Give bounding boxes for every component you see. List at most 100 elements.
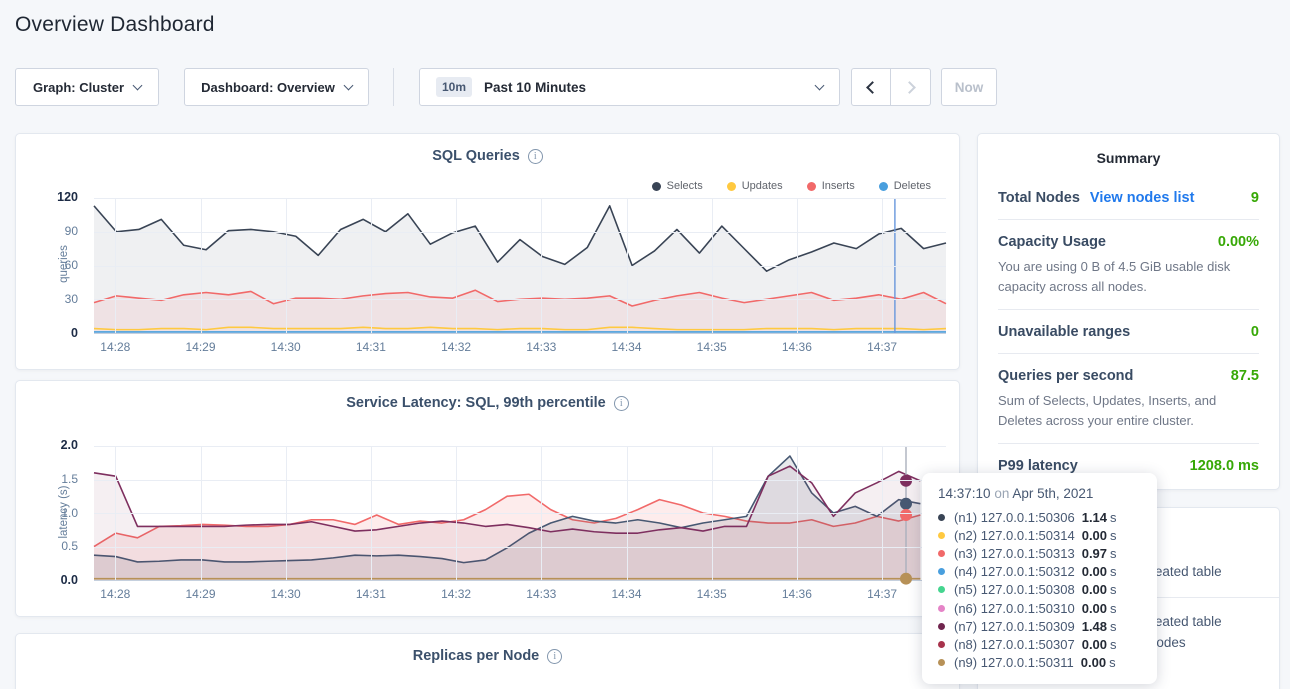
grid-line-vertical (626, 198, 628, 333)
unavailable-ranges-label: Unavailable ranges (998, 324, 1131, 340)
grid-line-horizontal (94, 513, 946, 514)
tooltip-node-value: 0.97 (1081, 545, 1108, 561)
summary-title: Summary (1096, 150, 1161, 166)
queries-per-second-label: Queries per second (998, 368, 1134, 384)
y-axis-labels: 2.0 1.5 1.0 0.5 0.0 (16, 438, 86, 587)
view-nodes-list-link[interactable]: View nodes list (1089, 190, 1195, 206)
legend-item-selects[interactable]: Selects (651, 180, 703, 192)
tooltip-node-unit: s (1110, 636, 1117, 652)
now-button[interactable]: Now (941, 68, 997, 106)
unavailable-ranges-row: Unavailable ranges 0 (998, 310, 1259, 354)
x-axis-labels: 14:28 14:29 14:30 14:31 14:32 14:33 14:34 14:35… (94, 340, 946, 356)
grid-line-vertical (796, 198, 798, 333)
y-tick-label: 60 (64, 258, 78, 272)
tooltip-node-row: (n5) 127.0.0.1:50308 0.00 s (938, 581, 1141, 599)
legend-label: Updates (741, 180, 783, 192)
chart-title-row: Replicas per Node i (16, 648, 959, 664)
tooltip-node-label: (n9) 127.0.0.1:50311 (954, 655, 1074, 671)
chart-title: Service Latency: SQL, 99th percentile (346, 395, 606, 411)
node-dot-icon (938, 531, 945, 539)
tooltip-date: Apr 5th, 2021 (1012, 486, 1094, 501)
legend-item-deletes[interactable]: Deletes (878, 180, 931, 192)
tooltip-node-unit: s (1110, 600, 1117, 616)
grid-line-vertical (541, 198, 543, 333)
time-range-badge: 10m (436, 77, 473, 97)
y-tick-label: 1.5 (61, 471, 78, 486)
x-tick-label: 14:28 (100, 340, 131, 354)
chart-hover-tooltip: 14:37:10 on Apr 5th, 2021 (n1) 127.0.0.1… (922, 473, 1157, 684)
total-nodes-label: Total Nodes (998, 190, 1080, 206)
x-tick-label: 14:29 (185, 340, 216, 354)
unavailable-ranges-value: 0 (1250, 324, 1259, 340)
tooltip-timestamp: 14:37:10 on Apr 5th, 2021 (938, 486, 1141, 501)
service-latency-chart-card: Service Latency: SQL, 99th percentile i … (15, 380, 960, 617)
grid-line-vertical (711, 446, 713, 580)
sql-queries-plot[interactable] (93, 198, 947, 334)
grid-line-vertical (882, 446, 884, 580)
graph-dropdown[interactable]: Graph: Cluster (15, 68, 159, 106)
tooltip-node-value: 1.48 (1081, 618, 1108, 634)
chart-title-row: SQL Queries i (16, 148, 959, 164)
chevron-right-icon (902, 80, 916, 94)
y-tick-label: 120 (57, 190, 78, 204)
node-dot-icon (938, 640, 945, 648)
grid-line-vertical (200, 198, 202, 333)
service-latency-plot[interactable] (93, 446, 946, 585)
y-tick-label: 1.0 (61, 505, 78, 520)
queries-per-second-description: Sum of Selects, Updates, Inserts, and De… (998, 393, 1217, 428)
x-tick-label: 14:34 (611, 587, 642, 601)
graph-dropdown-label: Graph: Cluster (32, 79, 124, 95)
chart-title: Replicas per Node (412, 648, 540, 664)
time-range-dropdown[interactable]: 10m Past 10 Minutes (419, 68, 840, 106)
tooltip-node-row: (n7) 127.0.0.1:50309 1.48 s (938, 617, 1141, 635)
tooltip-node-unit: s (1110, 545, 1117, 561)
page-title: Overview Dashboard (15, 13, 215, 36)
grid-line-horizontal (94, 198, 946, 199)
x-tick-label: 14:30 (270, 340, 301, 354)
legend-label: Inserts (821, 180, 855, 192)
tooltip-node-value: 0.00 (1081, 527, 1108, 543)
tooltip-node-row: (n2) 127.0.0.1:50314 0.00 s (938, 526, 1141, 544)
x-tick-label: 14:32 (441, 340, 472, 354)
time-prev-button[interactable] (851, 68, 891, 106)
time-range-label: Past 10 Minutes (484, 79, 587, 95)
total-nodes-row: Total Nodes View nodes list 9 (998, 176, 1259, 220)
tooltip-node-unit: s (1110, 618, 1117, 634)
time-next-button[interactable] (891, 68, 931, 106)
info-icon[interactable]: i (547, 648, 563, 664)
x-tick-label: 14:35 (696, 340, 727, 354)
x-tick-label: 14:31 (355, 340, 386, 354)
tooltip-node-row: (n8) 127.0.0.1:50307 0.00 s (938, 635, 1141, 653)
tooltip-node-label: (n8) 127.0.0.1:50307 (954, 636, 1075, 652)
info-icon[interactable]: i (613, 395, 629, 411)
legend-item-inserts[interactable]: Inserts (806, 180, 855, 192)
tooltip-on-word: on (994, 486, 1010, 501)
tooltip-node-unit: s (1110, 509, 1117, 525)
tooltip-node-row: (n9) 127.0.0.1:50311 0.00 s (938, 654, 1141, 672)
summary-card: Summary Total Nodes View nodes list 9 Ca… (977, 133, 1280, 490)
chart-title-row: Service Latency: SQL, 99th percentile i (16, 395, 959, 411)
tooltip-node-label: (n5) 127.0.0.1:50308 (954, 582, 1075, 598)
grid-line-vertical (456, 198, 458, 333)
x-tick-label: 14:36 (781, 587, 812, 601)
total-nodes-value: 9 (1250, 190, 1259, 206)
tooltip-node-label: (n2) 127.0.0.1:50314 (954, 527, 1075, 543)
grid-line-vertical (115, 198, 117, 333)
queries-per-second-row: Queries per second 87.5 Sum of Selects, … (998, 354, 1259, 444)
time-step-buttons (851, 68, 931, 106)
tooltip-node-row: (n3) 127.0.0.1:50313 0.97 s (938, 544, 1141, 562)
grid-line-vertical (115, 446, 117, 580)
x-tick-label: 14:33 (526, 587, 557, 601)
grid-line-horizontal (94, 299, 946, 301)
queries-per-second-value: 87.5 (1230, 368, 1259, 384)
tooltip-node-unit: s (1110, 582, 1117, 598)
info-icon[interactable]: i (527, 148, 543, 164)
x-tick-label: 14:30 (270, 587, 301, 601)
capacity-usage-label: Capacity Usage (998, 234, 1106, 250)
x-axis-labels: 14:28 14:29 14:30 14:31 14:32 14:33 14:34 14:35… (94, 587, 946, 603)
tooltip-node-value: 1.14 (1081, 509, 1108, 525)
dashboard-dropdown[interactable]: Dashboard: Overview (184, 68, 369, 106)
grid-line-vertical (285, 446, 287, 580)
x-tick-label: 14:37 (867, 587, 898, 601)
legend-item-updates[interactable]: Updates (726, 180, 783, 192)
